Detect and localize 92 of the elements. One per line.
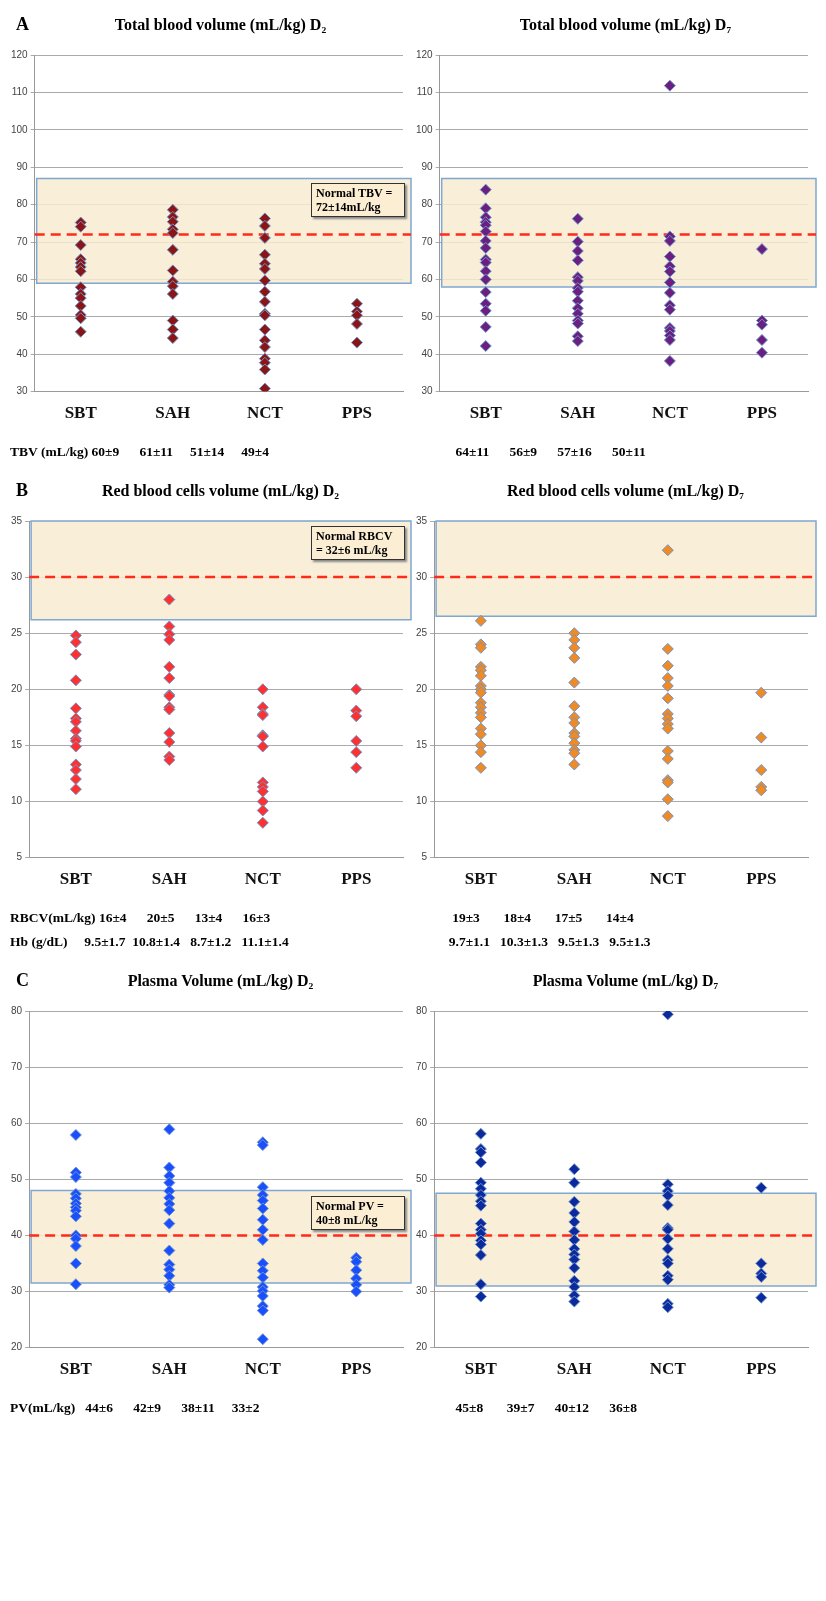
band-label: Normal PV = 40±8 mL/kg — [311, 1195, 405, 1230]
x-tick-label: SAH — [556, 1359, 592, 1379]
y-tick-label: 5 — [16, 851, 23, 863]
chart-subtitle: B — [16, 480, 29, 501]
y-tick-label: 30 — [11, 1285, 23, 1297]
y-tick-label: 50 — [421, 310, 434, 322]
x-tick-label: SBT — [464, 1359, 498, 1379]
text: 19±3 18±4 17±5 14±4 — [451, 910, 635, 926]
x-tick-label: SAH — [560, 403, 596, 423]
text: RBCV(mL/kg) 16±4 20±5 13±4 16±3 — [9, 910, 272, 926]
y-tick-label: 80 — [416, 1004, 428, 1016]
chart-title: Red blood cells volume (mL/kg) D₂ — [101, 482, 340, 499]
chart-title: Total blood volume (mL/kg) D₇ — [518, 15, 733, 34]
y-tick-label: 100 — [416, 123, 434, 135]
y-tick-label: 120 — [11, 48, 29, 60]
x-tick-label: SBT — [464, 869, 498, 889]
y-tick-label: 100 — [11, 123, 29, 135]
y-tick-label: 80 — [11, 1004, 23, 1016]
text: TBV (mL/kg) 60±9 61±11 51±14 49±4 — [9, 444, 270, 460]
x-tick-label: NCT — [244, 869, 282, 889]
band-label: Normal TBV = 72±14mL/kg — [311, 183, 405, 218]
y-tick-label: 80 — [421, 198, 434, 210]
y-tick-label: 120 — [416, 48, 434, 60]
y-tick-label: 60 — [421, 273, 434, 285]
y-tick-label: 50 — [416, 1173, 428, 1185]
x-tick-label: PPS — [746, 1359, 777, 1379]
y-tick-label: 110 — [416, 86, 434, 98]
text: PV(mL/kg) 44±6 42±9 38±11 33±2 — [9, 1400, 261, 1416]
y-tick-label: 90 — [421, 160, 434, 172]
x-tick-label: SAH — [151, 1359, 187, 1379]
y-tick-label: 30 — [11, 570, 23, 582]
y-tick-label: 15 — [11, 739, 23, 751]
y-tick-label: 70 — [11, 1060, 23, 1072]
x-tick-label: SBT — [59, 1359, 93, 1379]
y-tick-label: 50 — [11, 1173, 23, 1185]
y-tick-label: 80 — [16, 198, 29, 210]
x-tick-label: NCT — [651, 403, 689, 423]
x-tick-label: NCT — [649, 1359, 687, 1379]
y-tick-label: 70 — [421, 235, 434, 247]
y-tick-label: 60 — [16, 273, 29, 285]
y-tick-label: 35 — [11, 514, 23, 526]
y-tick-label: 40 — [11, 1229, 23, 1241]
y-tick-label: 30 — [416, 1285, 428, 1297]
x-tick-label: SAH — [556, 869, 592, 889]
x-tick-label: PPS — [341, 403, 373, 423]
x-tick-label: SBT — [59, 869, 93, 889]
y-tick-label: 5 — [421, 851, 428, 863]
y-tick-label: 30 — [416, 570, 428, 582]
chart-title: Red blood cells volume (mL/kg) D₇ — [505, 481, 746, 500]
x-tick-label: SBT — [64, 403, 98, 423]
x-tick-label: SBT — [469, 403, 503, 423]
x-tick-label: NCT — [246, 403, 284, 423]
y-tick-label: 30 — [16, 385, 29, 397]
x-tick-label: PPS — [341, 1359, 372, 1379]
y-tick-label: 35 — [416, 514, 428, 526]
y-tick-label: 40 — [416, 1229, 428, 1241]
y-tick-label: 40 — [16, 347, 29, 359]
y-tick-label: 50 — [16, 310, 29, 322]
x-tick-label: PPS — [746, 869, 777, 889]
y-tick-label: 15 — [416, 739, 428, 751]
text: Hb (g/dL) 9.5±1.7 10.8±1.4 8.7±1.2 11.1±1.4 — [9, 934, 290, 950]
y-tick-label: 70 — [416, 1060, 428, 1072]
chart-subtitle: C — [16, 970, 29, 991]
y-tick-label: 40 — [421, 347, 434, 359]
text: 45±8 39±7 40±12 36±8 — [454, 1400, 638, 1416]
band-label: Normal RBCV = 32±6 mL/kg — [311, 526, 405, 560]
text: 64±11 56±9 57±16 50±11 — [454, 444, 647, 460]
y-tick-label: 70 — [16, 235, 29, 247]
y-tick-label: 90 — [16, 160, 29, 172]
y-tick-label: 20 — [11, 1341, 23, 1353]
y-tick-label: 10 — [11, 795, 23, 807]
x-tick-label: SAH — [155, 403, 191, 423]
chart-title: Plasma Volume (mL/kg) D₂ — [127, 972, 314, 989]
y-tick-label: 10 — [416, 795, 428, 807]
x-tick-label: NCT — [244, 1359, 282, 1379]
y-tick-label: 30 — [421, 385, 434, 397]
y-tick-label: 25 — [11, 626, 23, 638]
y-tick-label: 60 — [416, 1116, 428, 1128]
y-tick-label: 25 — [416, 626, 428, 638]
x-tick-label: SAH — [151, 869, 187, 889]
text: 9.7±1.1 10.3±1.3 9.5±1.3 9.5±1.3 — [447, 934, 652, 950]
x-tick-label: PPS — [341, 869, 372, 889]
chart-title: Total blood volume (mL/kg) D₂ — [114, 16, 327, 33]
y-tick-label: 20 — [416, 683, 428, 695]
x-tick-label: PPS — [746, 403, 778, 423]
chart-title: Plasma Volume (mL/kg) D₇ — [531, 971, 720, 990]
y-tick-label: 20 — [416, 1341, 428, 1353]
y-tick-label: 60 — [11, 1116, 23, 1128]
x-tick-label: NCT — [649, 869, 687, 889]
y-tick-label: 110 — [11, 86, 29, 98]
chart-subtitle: A — [16, 14, 29, 35]
y-tick-label: 20 — [11, 683, 23, 695]
